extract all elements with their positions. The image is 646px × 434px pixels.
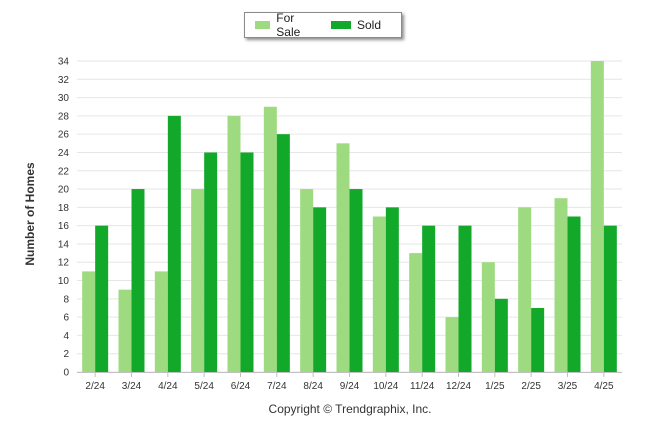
bar-for-sale bbox=[554, 198, 568, 372]
copyright-text: Copyright © Trendgraphix, Inc. bbox=[268, 402, 432, 416]
x-tick-label: 4/25 bbox=[594, 381, 614, 392]
x-tick-label: 10/24 bbox=[373, 381, 398, 392]
y-tick-label: 24 bbox=[58, 148, 70, 159]
x-tick-label: 3/24 bbox=[122, 381, 142, 392]
y-tick-label: 16 bbox=[58, 221, 70, 232]
bar-sold bbox=[240, 152, 254, 372]
y-tick-label: 34 bbox=[58, 57, 70, 68]
y-tick-label: 18 bbox=[58, 203, 70, 214]
y-tick-label: 2 bbox=[63, 349, 69, 360]
y-tick-label: 0 bbox=[63, 368, 69, 379]
legend-item-for-sale[interactable]: For Sale bbox=[255, 11, 311, 39]
bar-for-sale bbox=[336, 143, 350, 372]
bar-for-sale bbox=[191, 189, 205, 372]
x-tick-label: 7/24 bbox=[267, 381, 287, 392]
bar-for-sale bbox=[481, 262, 495, 372]
bar-sold bbox=[349, 189, 363, 372]
x-tick-label: 3/25 bbox=[558, 381, 578, 392]
y-tick-label: 20 bbox=[58, 185, 70, 196]
chart-legend: For Sale Sold bbox=[244, 11, 402, 39]
bar-for-sale bbox=[227, 115, 241, 372]
y-tick-label: 8 bbox=[63, 294, 69, 305]
x-tick-label: 2/24 bbox=[85, 381, 105, 392]
legend-item-sold[interactable]: Sold bbox=[330, 18, 381, 32]
y-tick-label: 22 bbox=[58, 166, 70, 177]
bar-sold bbox=[276, 134, 290, 372]
bar-for-sale bbox=[409, 253, 423, 372]
bar-sold bbox=[167, 115, 181, 372]
legend-swatch-for-sale bbox=[255, 21, 271, 29]
y-axis-title: Number of Homes bbox=[23, 162, 37, 266]
y-tick-label: 12 bbox=[58, 258, 70, 269]
bar-sold bbox=[204, 152, 218, 372]
legend-label-for-sale: For Sale bbox=[276, 11, 301, 39]
bar-for-sale bbox=[154, 271, 168, 372]
y-tick-label: 28 bbox=[58, 111, 70, 122]
x-tick-label: 9/24 bbox=[340, 381, 360, 392]
bar-sold bbox=[131, 189, 145, 372]
y-tick-label: 10 bbox=[58, 276, 70, 287]
bar-sold bbox=[567, 216, 581, 372]
y-tick-label: 14 bbox=[58, 239, 70, 250]
bar-sold bbox=[95, 225, 109, 372]
bar-sold bbox=[458, 225, 472, 372]
bar-for-sale bbox=[300, 189, 314, 372]
x-tick-label: 2/25 bbox=[521, 381, 541, 392]
x-tick-label: 4/24 bbox=[158, 381, 178, 392]
bar-sold bbox=[494, 298, 508, 372]
bar-sold bbox=[385, 207, 399, 372]
bar-for-sale bbox=[590, 61, 604, 372]
bar-for-sale bbox=[82, 271, 96, 372]
bar-for-sale bbox=[263, 106, 277, 372]
bar-for-sale bbox=[118, 289, 132, 372]
x-tick-label: 12/24 bbox=[446, 381, 471, 392]
y-tick-label: 26 bbox=[58, 130, 70, 141]
legend-label-sold: Sold bbox=[356, 18, 381, 32]
bar-for-sale bbox=[518, 207, 532, 372]
x-tick-label: 5/24 bbox=[194, 381, 214, 392]
x-tick-label: 8/24 bbox=[303, 381, 323, 392]
bar-sold bbox=[313, 207, 327, 372]
x-tick-label: 11/24 bbox=[410, 381, 435, 392]
x-tick-label: 1/25 bbox=[485, 381, 505, 392]
bar-sold bbox=[603, 225, 617, 372]
legend-swatch-sold bbox=[330, 21, 351, 29]
bar-sold bbox=[531, 307, 545, 372]
y-tick-label: 4 bbox=[63, 331, 69, 342]
y-tick-label: 32 bbox=[58, 75, 70, 86]
y-tick-label: 6 bbox=[63, 313, 69, 324]
x-tick-label: 6/24 bbox=[231, 381, 251, 392]
bar-for-sale bbox=[372, 216, 386, 372]
bar-for-sale bbox=[445, 317, 459, 372]
y-tick-label: 30 bbox=[58, 93, 70, 104]
bar-sold bbox=[422, 225, 436, 372]
